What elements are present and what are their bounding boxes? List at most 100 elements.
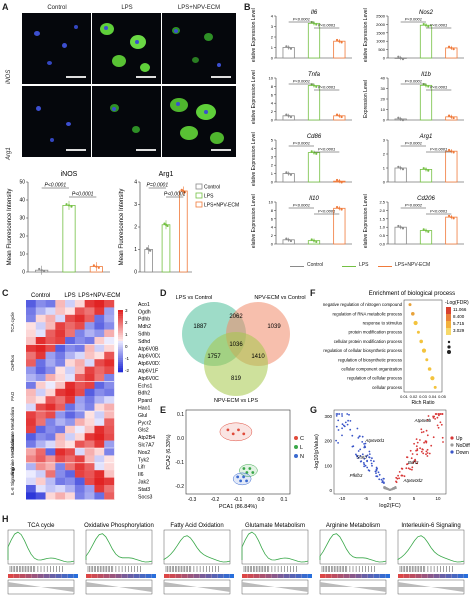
enrichment-term: cellular protein modification process: [334, 339, 402, 344]
data-point: [65, 203, 68, 206]
color-scale-label: 0: [125, 344, 128, 349]
y-tick-label: 0: [383, 118, 386, 123]
color-scale-label: 3: [125, 308, 128, 313]
heatmap-cell: [55, 462, 66, 471]
p-value-label: P<0.0001: [164, 192, 186, 198]
heatmap-cell: [84, 300, 95, 308]
data-point: [338, 40, 341, 43]
chart-title: Tnfa: [308, 72, 321, 78]
heatmap-cell: [65, 359, 76, 367]
heatmap-cell: [35, 425, 46, 434]
heatmap-cell: [84, 462, 95, 471]
volcano-point: [434, 413, 437, 415]
volcano-point: [341, 413, 343, 415]
heatmap-cell: [65, 470, 76, 478]
heatmap-cell: [35, 411, 46, 419]
gsea-rank-bar: [146, 574, 152, 578]
volcano-point: [363, 443, 365, 445]
color-scale-segment: [118, 332, 123, 336]
color-scale-segment: [118, 341, 123, 344]
y-tick-label: 10: [269, 76, 274, 81]
volcano-point: [358, 435, 361, 438]
heatmap-cell: [26, 366, 36, 375]
bar-lps: [62, 205, 76, 273]
gsea-rank-bar: [416, 574, 422, 578]
gsea-rank-bar: [140, 574, 146, 578]
heatmap-cell: [26, 418, 36, 426]
heatmap-cell: [55, 381, 66, 389]
volcano-point: [377, 471, 380, 474]
color-scale-segment: [118, 351, 123, 354]
gsea-rank-bar: [248, 574, 254, 578]
heatmap-cell: [65, 366, 76, 375]
color-scale-segment: [118, 345, 123, 348]
data-point: [422, 228, 425, 231]
y-tick-label: 30: [19, 216, 25, 222]
venn-count: 1039: [267, 324, 281, 330]
panel-label-e: E: [160, 405, 167, 415]
volcano-point: [361, 435, 364, 438]
enrichment-term: regulation of cellular process: [347, 376, 402, 381]
color-scale-segment: [118, 330, 123, 333]
color-scale-label: -2: [125, 368, 129, 373]
volcano-point: [426, 419, 429, 421]
data-point: [312, 84, 316, 87]
enrichment-term: regulation of RNA metabolic process: [332, 311, 402, 316]
volcano-point: [355, 454, 358, 457]
color-scale-segment: [118, 338, 123, 342]
data-point: [285, 171, 288, 174]
p-value-label: P<0.0001: [405, 17, 422, 22]
heatmap-cell: [94, 425, 105, 434]
data-point: [397, 55, 400, 58]
volcano-point: [366, 466, 369, 469]
heatmap-cell: [26, 470, 36, 478]
volcano-point: [415, 445, 418, 448]
heatmap-cell: [84, 322, 95, 330]
pca-legend-label: N: [300, 454, 304, 460]
heatmap-cell: [94, 314, 105, 323]
heatmap-cell: [35, 418, 46, 426]
gsea-rank-bar: [98, 574, 104, 578]
enrichment-frame: [403, 299, 443, 393]
heatmap-cell: [26, 344, 36, 352]
heatmap-cell: [94, 351, 105, 360]
heatmap-gene-label: Atp6V0D1: [138, 361, 160, 367]
bar-lps-npv-ecm: [179, 190, 188, 273]
heatmap-cell: [94, 492, 105, 500]
volcano-point: [337, 419, 340, 422]
micrograph-inos-control: [22, 13, 91, 84]
volcano-point: [359, 448, 362, 451]
bar-chart-cd206: Cd206 Relative Expression Level 0.0 0.5 1.0 1…: [363, 194, 464, 248]
gsea-rank-bar: [212, 574, 218, 578]
heatmap-cell: [35, 388, 46, 397]
gsea-rank-bar: [110, 574, 116, 578]
data-point: [447, 148, 451, 152]
heatmap-cell: [26, 381, 36, 389]
heatmap-cell: [35, 337, 46, 345]
heatmap-cell: [55, 337, 66, 345]
volcano-point: [410, 457, 413, 460]
volcano-point: [343, 425, 346, 428]
gsea-rank-bar: [452, 574, 458, 578]
volcano-point: [432, 436, 435, 439]
heatmap-cell: [55, 418, 66, 426]
volcano-point: [375, 469, 378, 472]
heatmap-gene-label: Mdh2: [138, 324, 151, 330]
heatmap-cell: [84, 403, 95, 412]
micrograph-arg1-lps: [92, 86, 161, 157]
heatmap-cell: [74, 477, 85, 486]
heatmap-cell: [55, 307, 66, 315]
volcano-point: [337, 429, 340, 431]
enrichment-x-tick: 0.03: [419, 394, 428, 399]
color-scale-segment: [118, 320, 123, 323]
volcano-point: [344, 421, 347, 424]
y-tick-label: 2: [383, 152, 386, 157]
volcano-legend-marker: [450, 443, 454, 447]
gsea-plot-fatty-acid-oxidation: Fatty Acid Oxidation: [163, 523, 234, 595]
volcano-point: [375, 472, 377, 474]
volcano-point: [432, 416, 435, 419]
gsea-rank-bar: [266, 574, 272, 578]
data-point: [147, 248, 150, 251]
gsea-rank-bar: [362, 574, 368, 578]
enrichment-title: Enrichment of biological process: [369, 291, 455, 297]
